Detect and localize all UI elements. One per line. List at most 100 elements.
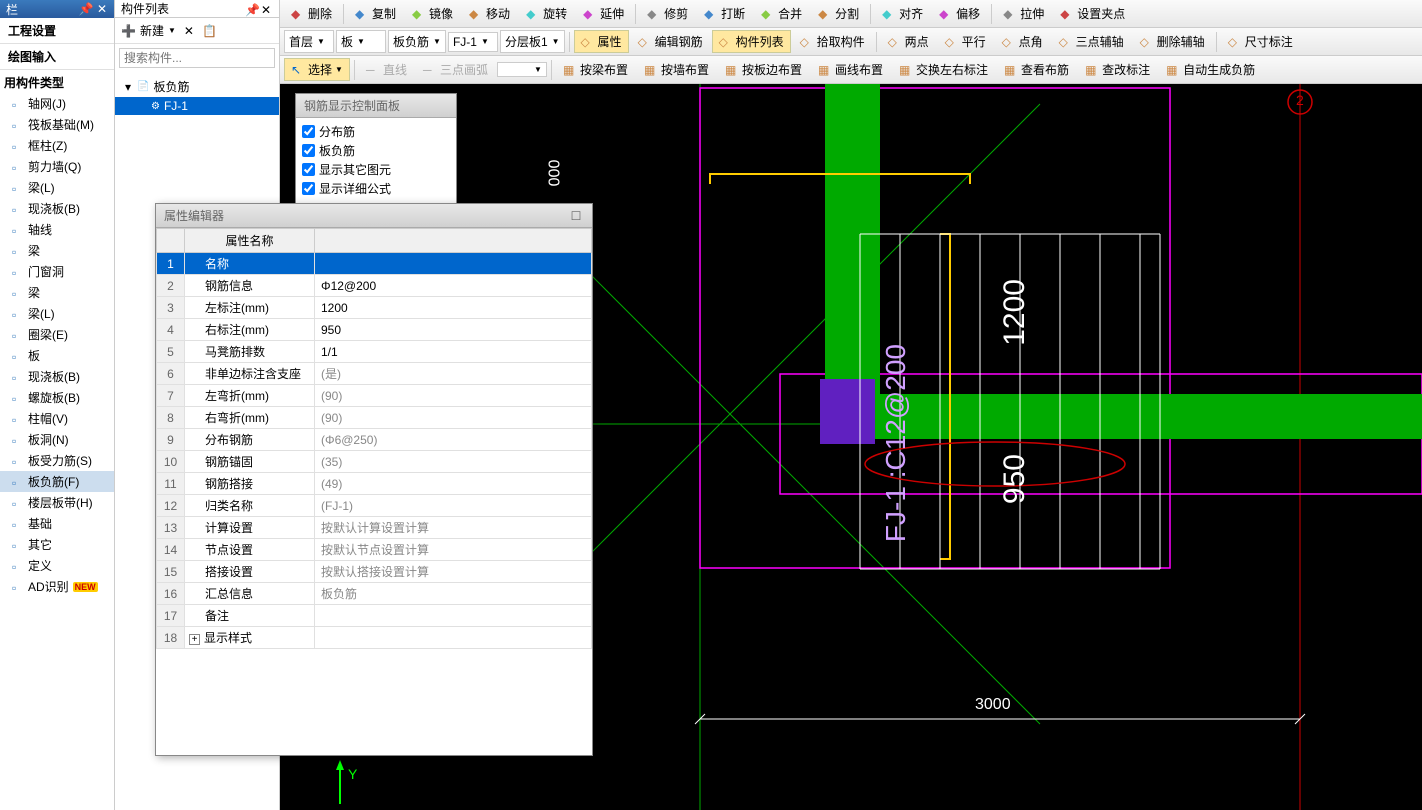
property-row[interactable]: 13计算设置按默认计算设置计算 — [157, 517, 592, 539]
toolbar-dropdown[interactable]: 板负筋▼ — [388, 30, 446, 53]
tree-item[interactable]: ▫板负筋(F) — [0, 471, 114, 492]
pin-icon[interactable]: 📌 — [80, 3, 92, 15]
tree-item[interactable]: ▫梁(L) — [0, 303, 114, 324]
property-row[interactable]: 10钢筋锚固(35) — [157, 451, 592, 473]
checkbox[interactable] — [302, 182, 315, 195]
property-row[interactable]: 17备注 — [157, 605, 592, 627]
toolbar-button[interactable]: ◆复制 — [348, 2, 403, 25]
toolbar-dropdown[interactable]: 板▼ — [336, 30, 386, 53]
copy-icon[interactable]: 📋 — [202, 24, 217, 38]
delete-icon[interactable]: ✕ — [184, 24, 194, 38]
tree-item[interactable]: ▫筏板基础(M) — [0, 114, 114, 135]
tree-item[interactable]: ▫柱帽(V) — [0, 408, 114, 429]
tree-item[interactable]: ▫板 — [0, 345, 114, 366]
toolbar-button[interactable]: ◇三点辅轴 — [1052, 30, 1131, 53]
toolbar-button[interactable]: ▦画线布置 — [811, 58, 890, 81]
toolbar-button[interactable]: ◇删除辅轴 — [1133, 30, 1212, 53]
checkbox[interactable] — [302, 125, 315, 138]
toolbar-button[interactable]: ▦查改标注 — [1078, 58, 1157, 81]
tree-item[interactable]: ▫梁 — [0, 282, 114, 303]
close-icon[interactable]: ☐ — [568, 208, 584, 224]
property-value[interactable]: 1/1 — [315, 341, 592, 363]
component-tree-item[interactable]: ⚙FJ-1 — [115, 97, 279, 115]
toolbar-button[interactable]: ◇拾取构件 — [793, 30, 872, 53]
section-draw-input[interactable]: 绘图输入 — [0, 44, 114, 70]
toolbar-button[interactable]: ▦交换左右标注 — [892, 58, 995, 81]
expand-icon[interactable]: ▾ — [123, 80, 133, 94]
property-value[interactable]: 板负筋 — [315, 583, 592, 605]
tree-item[interactable]: ▫梁 — [0, 240, 114, 261]
property-value[interactable]: 按默认节点设置计算 — [315, 539, 592, 561]
color-dropdown[interactable]: ▼ — [497, 62, 547, 77]
expand-icon[interactable]: + — [189, 634, 200, 645]
section-project-settings[interactable]: 工程设置 — [0, 18, 114, 44]
checkbox[interactable] — [302, 144, 315, 157]
toolbar-button[interactable]: ◆镜像 — [405, 2, 460, 25]
tree-item[interactable]: ▫其它 — [0, 534, 114, 555]
property-value[interactable]: (49) — [315, 473, 592, 495]
tree-item[interactable]: ▫圈梁(E) — [0, 324, 114, 345]
toolbar-button[interactable]: ▦查看布筋 — [997, 58, 1076, 81]
property-row[interactable]: 11钢筋搭接(49) — [157, 473, 592, 495]
toolbar-dropdown[interactable]: 首层▼ — [284, 30, 334, 53]
property-row[interactable]: 3左标注(mm)1200 — [157, 297, 592, 319]
toolbar-button[interactable]: ▦按墙布置 — [637, 58, 716, 81]
toolbar-button[interactable]: ◇点角 — [995, 30, 1050, 53]
toolbar-button[interactable]: ◆分割 — [811, 2, 866, 25]
property-row[interactable]: 7左弯折(mm)(90) — [157, 385, 592, 407]
toolbar-button[interactable]: ◆旋转 — [519, 2, 574, 25]
toolbar-button[interactable]: ◆拉伸 — [996, 2, 1051, 25]
toolbar-button[interactable]: ◇平行 — [938, 30, 993, 53]
property-row[interactable]: 6非单边标注含支座(是) — [157, 363, 592, 385]
property-row[interactable]: 2钢筋信息Φ12@200 — [157, 275, 592, 297]
property-row[interactable]: 5马凳筋排数1/1 — [157, 341, 592, 363]
tree-item[interactable]: ▫现浇板(B) — [0, 366, 114, 387]
toolbar-button[interactable]: ─三点画弧 — [416, 58, 495, 81]
toolbar-dropdown[interactable]: FJ-1▼ — [448, 32, 498, 52]
tree-item[interactable]: ▫楼层板带(H) — [0, 492, 114, 513]
toolbar-button[interactable]: ◇编辑钢筋 — [631, 30, 710, 53]
close-icon[interactable]: ✕ — [261, 3, 273, 15]
tree-item[interactable]: ▫板洞(N) — [0, 429, 114, 450]
tree-item[interactable]: ▫现浇板(B) — [0, 198, 114, 219]
tree-item[interactable]: ▫定义 — [0, 555, 114, 576]
property-value[interactable]: (90) — [315, 385, 592, 407]
property-editor-header[interactable]: 属性编辑器 ☐ — [156, 204, 592, 228]
toolbar-button[interactable]: ◆延伸 — [576, 2, 631, 25]
tree-item[interactable]: ▫剪力墙(Q) — [0, 156, 114, 177]
checkbox-item[interactable]: 显示其它图元 — [300, 160, 452, 179]
property-row[interactable]: 4右标注(mm)950 — [157, 319, 592, 341]
property-row[interactable]: 1名称 — [157, 253, 592, 275]
tree-item[interactable]: ▫梁(L) — [0, 177, 114, 198]
property-value[interactable]: (FJ-1) — [315, 495, 592, 517]
toolbar-button[interactable]: ▦按板边布置 — [718, 58, 809, 81]
toolbar-button[interactable]: ◆合并 — [754, 2, 809, 25]
property-row[interactable]: 18+显示样式 — [157, 627, 592, 649]
pin-icon[interactable]: 📌 — [245, 3, 257, 15]
property-value[interactable]: (35) — [315, 451, 592, 473]
tree-item[interactable]: ▫AD识别NEW — [0, 576, 114, 597]
toolbar-button[interactable]: ▦按梁布置 — [556, 58, 635, 81]
toolbar-dropdown[interactable]: 分层板1▼ — [500, 30, 565, 53]
tree-item[interactable]: ▫板受力筋(S) — [0, 450, 114, 471]
property-row[interactable]: 9分布钢筋(Φ6@250) — [157, 429, 592, 451]
toolbar-button[interactable]: ◆对齐 — [875, 2, 930, 25]
property-value[interactable]: (是) — [315, 363, 592, 385]
search-input[interactable] — [119, 48, 275, 68]
checkbox[interactable] — [302, 163, 315, 176]
property-row[interactable]: 14节点设置按默认节点设置计算 — [157, 539, 592, 561]
select-button[interactable]: ↖选择▼ — [284, 58, 350, 81]
tree-item[interactable]: ▫轴网(J) — [0, 93, 114, 114]
toolbar-button[interactable]: ◆偏移 — [932, 2, 987, 25]
property-value[interactable] — [315, 627, 592, 649]
property-row[interactable]: 12归类名称(FJ-1) — [157, 495, 592, 517]
property-value[interactable]: 1200 — [315, 297, 592, 319]
toolbar-button[interactable]: ◆修剪 — [640, 2, 695, 25]
checkbox-item[interactable]: 分布筋 — [300, 122, 452, 141]
property-value[interactable]: 按默认搭接设置计算 — [315, 561, 592, 583]
property-row[interactable]: 15搭接设置按默认搭接设置计算 — [157, 561, 592, 583]
property-value[interactable]: Φ12@200 — [315, 275, 592, 297]
toolbar-button[interactable]: ◆移动 — [462, 2, 517, 25]
rebar-panel-header[interactable]: 钢筋显示控制面板 — [296, 94, 456, 118]
property-value[interactable]: 950 — [315, 319, 592, 341]
